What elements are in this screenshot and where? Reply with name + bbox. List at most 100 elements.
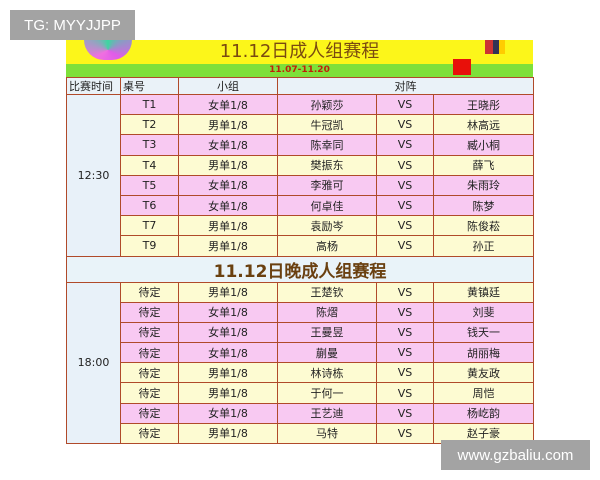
table-number: 待定	[120, 362, 179, 384]
table-number: 待定	[120, 281, 179, 303]
vs-label: VS	[376, 321, 434, 344]
group: 男单1/8	[178, 362, 278, 384]
group: 女单1/8	[178, 321, 278, 344]
vs-label: VS	[376, 382, 434, 404]
player-2: 钱天一	[432, 321, 535, 344]
player-1: 高杨	[277, 235, 377, 257]
player-2: 王晓彤	[432, 93, 535, 116]
vs-label: VS	[376, 342, 434, 364]
table-row: T7 男单1/8 袁励岑 VS 陈俊菘	[67, 215, 535, 237]
watermark-bottom-right: www.gzbaliu.com	[441, 440, 590, 470]
player-2: 陈俊菘	[432, 215, 535, 237]
table-number: T2	[120, 114, 179, 136]
table-number: T9	[120, 235, 179, 257]
table-row: 待定 女单1/8 王艺迪 VS 杨屹韵	[67, 402, 535, 424]
player-2: 黄友政	[432, 362, 535, 384]
group: 女单1/8	[178, 402, 278, 424]
group: 男单1/8	[178, 235, 278, 257]
table-number: T7	[120, 215, 179, 237]
table-row: T5 女单1/8 李雅可 VS 朱雨玲	[67, 174, 535, 196]
table-row: 待定 男单1/8 马特 VS 赵子豪	[67, 422, 535, 445]
group: 女单1/8	[178, 134, 278, 156]
col-table: 桌号	[120, 77, 179, 95]
col-time: 比赛时间	[66, 77, 121, 95]
player-1: 于何一	[277, 382, 377, 404]
table-row: T2 男单1/8 牛冠凯 VS 林高远	[67, 114, 535, 136]
schedule-table: 比赛时间 桌号 小组 对阵 12:30 T1 女单1/8 孙颖莎 VS 王晓彤 T2 男单1/…	[65, 77, 535, 445]
table-number: T4	[120, 154, 179, 176]
column-header-row: 比赛时间 桌号 小组 对阵	[66, 77, 535, 95]
table-number: 待定	[120, 422, 179, 445]
vs-label: VS	[376, 301, 434, 323]
player-1: 孙颖莎	[277, 93, 377, 116]
player-2: 周恺	[432, 382, 535, 404]
player-2: 朱雨玲	[432, 174, 535, 196]
table-number: 待定	[120, 342, 179, 364]
player-2: 胡丽梅	[432, 342, 535, 364]
vs-label: VS	[376, 174, 434, 196]
table-row: 18:00 待定 男单1/8 王楚钦 VS 黄镇廷	[66, 281, 535, 444]
player-1: 牛冠凯	[277, 114, 377, 136]
schedule-header: 11.12日成人组赛程	[66, 40, 533, 64]
date-range: 11.07-11.20	[269, 65, 330, 75]
col-matchup: 对阵	[276, 77, 535, 95]
player-1: 何卓佳	[277, 194, 377, 217]
player-2: 黄镇廷	[432, 281, 535, 303]
section-title-row: 11.12日晚成人组赛程	[65, 255, 535, 283]
vs-label: VS	[376, 235, 434, 257]
player-2: 刘斐	[432, 301, 535, 323]
player-1: 王曼昱	[277, 321, 377, 344]
table-row: 待定 女单1/8 陈熠 VS 刘斐	[67, 301, 535, 323]
schedule-sheet: 11.12日成人组赛程 11.07-11.20 比赛时间 桌号 小组 对阵 12…	[65, 40, 535, 445]
table-row: T9 男单1/8 高杨 VS 孙正	[67, 235, 535, 257]
table-number: 待定	[120, 301, 179, 323]
group: 男单1/8	[178, 215, 278, 237]
table-row: 12:30 T1 女单1/8 孙颖莎 VS 王晓彤	[66, 93, 535, 257]
table-row: 待定 男单1/8 于何一 VS 周恺	[67, 382, 535, 404]
group: 男单1/8	[178, 154, 278, 176]
table-number: T5	[120, 174, 179, 196]
table-row: T3 女单1/8 陈幸同 VS 臧小桐	[67, 134, 535, 156]
player-1: 袁励岑	[277, 215, 377, 237]
time-slot: 18:00	[66, 281, 121, 444]
player-2: 陈梦	[432, 194, 535, 217]
flower-logo-icon	[84, 40, 132, 60]
table-row: 待定 男单1/8 林诗栋 VS 黄友政	[67, 362, 535, 384]
vs-label: VS	[376, 281, 434, 303]
table-row: 待定 女单1/8 蒯曼 VS 胡丽梅	[67, 342, 535, 364]
vs-label: VS	[376, 194, 434, 217]
group: 女单1/8	[178, 174, 278, 196]
player-2: 孙正	[432, 235, 535, 257]
time-slot: 12:30	[66, 94, 121, 257]
player-2: 杨屹韵	[432, 402, 535, 424]
table-number: T6	[120, 194, 179, 217]
player-2: 薛飞	[432, 154, 535, 176]
vs-label: VS	[376, 422, 434, 445]
date-bar: 11.07-11.20	[66, 59, 533, 77]
group: 女单1/8	[178, 194, 278, 217]
group: 男单1/8	[178, 114, 278, 136]
table-row: T4 男单1/8 樊振东 VS 薛飞	[67, 154, 535, 176]
player-1: 陈熠	[277, 301, 377, 323]
watermark-top-left: TG: MYYJJPP	[10, 10, 135, 40]
group: 男单1/8	[178, 422, 278, 445]
vs-label: VS	[376, 134, 434, 156]
table-row: T6 女单1/8 何卓佳 VS 陈梦	[67, 194, 535, 217]
group: 男单1/8	[178, 382, 278, 404]
player-1: 林诗栋	[277, 362, 377, 384]
vs-label: VS	[376, 362, 434, 384]
table-number: 待定	[120, 382, 179, 404]
group: 女单1/8	[178, 342, 278, 364]
player-1: 陈幸同	[277, 134, 377, 156]
player-1: 樊振东	[277, 154, 377, 176]
table-number: T3	[120, 134, 179, 156]
section-title: 11.12日晚成人组赛程	[65, 255, 535, 283]
player-2: 臧小桐	[432, 134, 535, 156]
group: 女单1/8	[178, 301, 278, 323]
table-number: 待定	[120, 321, 179, 344]
col-group: 小组	[178, 77, 278, 95]
vs-label: VS	[376, 215, 434, 237]
group: 男单1/8	[178, 281, 278, 303]
players-figure-icon	[485, 40, 505, 54]
page-title: 11.12日成人组赛程	[219, 41, 380, 62]
